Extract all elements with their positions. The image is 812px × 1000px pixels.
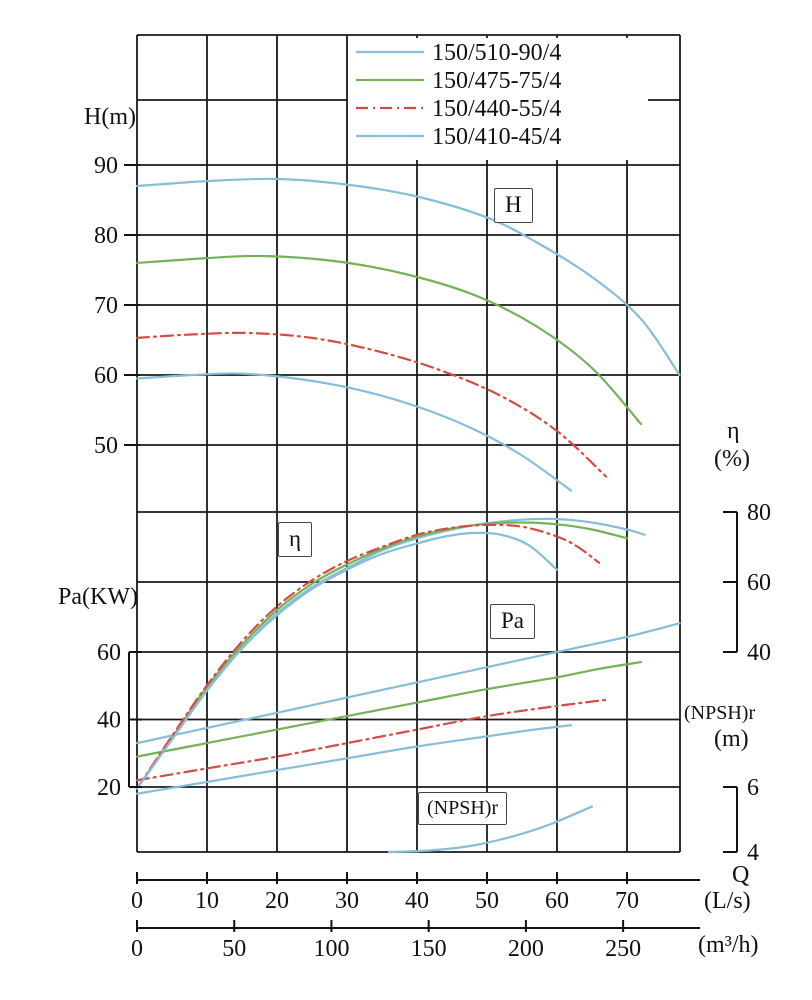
tick-label: 20	[265, 888, 289, 914]
curve-150/510-90/4-H	[135, 177, 681, 377]
flow-axis-unit: (L/s)	[704, 888, 751, 914]
curve-150/475-75/4-eta	[135, 521, 629, 790]
tick-label: 60	[545, 888, 569, 914]
efficiency-axis-unit: (%)	[714, 446, 750, 472]
power-curve-label: Pa	[490, 604, 535, 639]
legend-label: 150/475-75/4	[432, 68, 561, 94]
head-curve-label: H	[494, 188, 533, 223]
tick-label: 60	[747, 570, 771, 596]
tick-label: 150	[411, 936, 447, 962]
tick-label: 40	[747, 640, 771, 666]
tick-label: 70	[94, 293, 118, 319]
tick-label: 50	[94, 433, 118, 459]
tick-label: 70	[615, 888, 639, 914]
legend-label: 150/440-55/4	[432, 96, 561, 122]
curve-150/410-45/4-H	[135, 372, 573, 492]
efficiency-axis-title: η	[727, 418, 740, 444]
tick-label: 4	[747, 840, 759, 866]
tick-label: 0	[131, 888, 143, 914]
curve-150/440-55/4-eta	[135, 523, 601, 790]
power-axis-title: Pa(KW)	[58, 584, 138, 610]
curves	[135, 177, 681, 854]
curve-150/440-55/4-Pa	[135, 698, 608, 782]
tick-label: 40	[405, 888, 429, 914]
efficiency-curve-label: η	[278, 522, 313, 557]
tick-label: 40	[97, 708, 121, 734]
curve-150/440-55/4-H	[135, 331, 608, 478]
tick-label: 0	[131, 936, 143, 962]
axis-ticks: 90 80 70 60 50 60 40 20 80 60 40 6 4	[94, 153, 771, 866]
curve-150/475-75/4-Pa	[135, 661, 643, 758]
npsh-curve-label: (NPSH)r	[418, 792, 508, 825]
tick-label: 10	[195, 888, 219, 914]
tick-label: 30	[335, 888, 359, 914]
legend-background	[348, 38, 648, 160]
curve-150/510-90/4-Pa	[135, 622, 681, 745]
flow-axis-title: Q	[732, 862, 750, 888]
npsh-axis-unit: (m)	[714, 726, 749, 752]
tick-label: 20	[97, 775, 121, 801]
legend: 150/510-90/4150/475-75/4150/440-55/4150/…	[348, 38, 648, 160]
curve-150/475-75/4-H	[135, 254, 643, 426]
grid	[136, 34, 681, 853]
x-axes: 0 10 20 30 40 50 60 70 0 50 100 150 200 250	[131, 872, 700, 962]
tick-label: 250	[605, 936, 641, 962]
tick-label: 6	[747, 775, 759, 801]
flow-axis-secondary-unit: (m³/h)	[698, 932, 759, 958]
curve-150/410-45/4-Pa	[135, 724, 573, 795]
tick-label: 90	[94, 153, 118, 179]
head-axis-title: H(m)	[84, 104, 136, 130]
tick-label: 100	[313, 936, 349, 962]
tick-label: 60	[94, 363, 118, 389]
curve-150/410-45/4-eta	[135, 531, 559, 790]
tick-label: 80	[94, 223, 118, 249]
npsh-axis-title: (NPSH)r	[684, 702, 756, 724]
tick-label: 50	[475, 888, 499, 914]
legend-label: 150/410-45/4	[432, 124, 561, 150]
curve-150/510-90/4-NPSH	[387, 805, 594, 854]
tick-label: 50	[222, 936, 246, 962]
curve-150/510-90/4-eta	[135, 517, 646, 790]
tick-label: 200	[508, 936, 544, 962]
tick-label: 60	[97, 640, 121, 666]
tick-label: 80	[747, 500, 771, 526]
legend-label: 150/510-90/4	[432, 40, 561, 66]
